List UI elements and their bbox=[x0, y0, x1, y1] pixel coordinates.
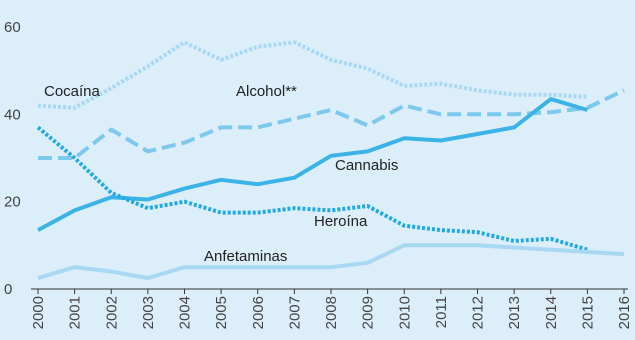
series-label: Alcohol** bbox=[236, 83, 297, 100]
axis-layer: 0 20 40 60 2000 2001 2002 2003 2004 2005 2006 2007 2… bbox=[4, 19, 633, 329]
y-tick-label: 40 bbox=[4, 106, 21, 123]
label-layer: Cocaína Alcohol** Cannabis Heroína Anfetamin… bbox=[44, 83, 398, 265]
x-tick-label: 2002 bbox=[103, 296, 120, 329]
y-tick-label: 60 bbox=[4, 19, 21, 36]
x-tick-label: 2008 bbox=[323, 296, 340, 329]
x-tick-label: 2016 bbox=[616, 296, 633, 329]
series-line-hero-na bbox=[36, 125, 588, 252]
series-line-anfetaminas bbox=[37, 243, 625, 281]
x-tick-label: 2001 bbox=[67, 296, 84, 329]
x-tick-label: 2009 bbox=[360, 296, 377, 329]
series-layer bbox=[36, 40, 625, 281]
y-tick-label: 20 bbox=[4, 194, 21, 211]
series-line-coca-na bbox=[38, 88, 625, 160]
x-tick-label: 2007 bbox=[286, 296, 303, 329]
x-tick-label: 2012 bbox=[470, 296, 487, 329]
x-tick-label: 2005 bbox=[213, 296, 230, 329]
x-tick-label: 2010 bbox=[396, 296, 413, 329]
x-tick-label: 2014 bbox=[543, 296, 560, 329]
x-tick-label: 2006 bbox=[250, 296, 267, 329]
x-tick-label: 2015 bbox=[579, 296, 596, 329]
series-label: Anfetaminas bbox=[204, 248, 287, 265]
x-tick-label: 2013 bbox=[506, 296, 523, 329]
series-label: Cocaína bbox=[44, 83, 101, 100]
series-label: Cannabis bbox=[335, 157, 398, 174]
x-tick-label: 2004 bbox=[177, 296, 194, 329]
x-tick-label: 2011 bbox=[433, 296, 450, 328]
y-tick-label: 0 bbox=[4, 281, 12, 298]
x-tick-label: 2000 bbox=[30, 296, 47, 329]
series-line-alcohol bbox=[37, 40, 588, 110]
x-tick-label: 2003 bbox=[140, 296, 157, 329]
series-label: Heroína bbox=[314, 213, 368, 230]
